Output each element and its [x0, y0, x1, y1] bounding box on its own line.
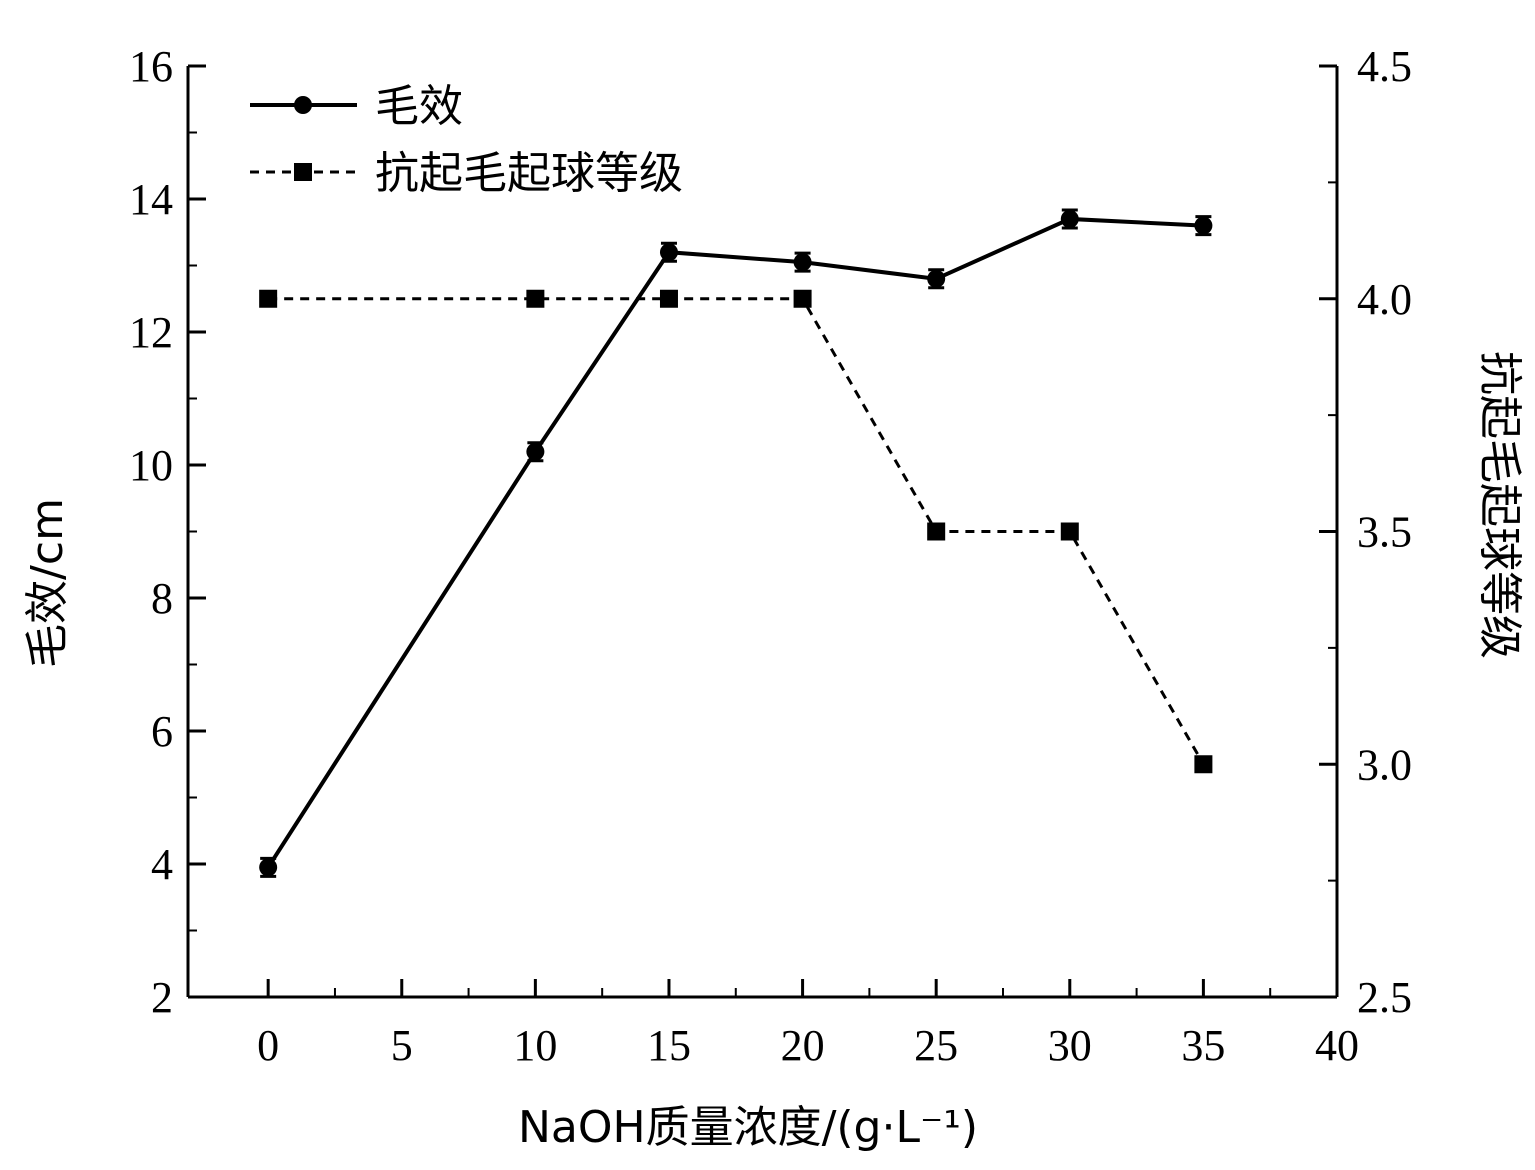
axes: 0 5 10 15 20 25 30 35 40 2 4 6 8 10 12 14 16 2.5 3.0 3.5 4.0…	[129, 42, 1412, 1070]
x-tick-label: 40	[1315, 1021, 1359, 1070]
x-tick-label: 15	[647, 1021, 691, 1070]
data-point-circle	[793, 253, 812, 272]
data-point-square	[1060, 522, 1079, 541]
y-tick-label: 6	[151, 707, 173, 756]
x-tick-label: 20	[781, 1021, 825, 1070]
legend-item-2: 抗起毛起球等级	[250, 148, 683, 199]
x-tick-label: 30	[1048, 1021, 1092, 1070]
y2-tick-label: 4.0	[1357, 275, 1412, 324]
y2-tick-label: 2.5	[1357, 973, 1412, 1022]
x-tick-label: 0	[257, 1021, 279, 1070]
x-tick-label: 25	[914, 1021, 958, 1070]
y-tick-label: 14	[129, 175, 173, 224]
y-axis-title: 毛效/cm	[22, 498, 73, 668]
x-tick-label: 35	[1181, 1021, 1225, 1070]
y2-tick-label: 3.5	[1357, 508, 1412, 557]
y-tick-label: 16	[129, 42, 173, 91]
y2-axis-title: 抗起毛起球等级	[1474, 351, 1525, 659]
legend-item-1: 毛效	[250, 81, 463, 132]
x-axis-title: NaOH质量浓度/(g·L⁻¹)	[518, 1102, 978, 1153]
y-tick-label: 10	[129, 441, 173, 490]
y-tick-label: 8	[151, 574, 173, 623]
data-point-circle	[1060, 209, 1079, 228]
data-point-square	[259, 289, 278, 308]
series-1	[259, 208, 1213, 878]
data-point-circle	[1194, 216, 1213, 235]
data-point-square	[927, 522, 946, 541]
data-point-circle	[526, 442, 545, 461]
data-point-square	[1194, 755, 1213, 774]
legend-label: 抗起毛起球等级	[375, 148, 683, 199]
series-1-line	[266, 216, 1204, 869]
legend-marker-square	[294, 163, 312, 181]
series-2	[259, 289, 1213, 774]
x-tick-label: 5	[391, 1021, 413, 1070]
data-point-square	[659, 289, 678, 308]
data-point-square	[526, 289, 545, 308]
x-tick-label: 10	[513, 1021, 557, 1070]
y-tick-label: 12	[129, 308, 173, 357]
data-point-circle	[259, 858, 278, 877]
y2-tick-label: 3.0	[1357, 740, 1412, 789]
data-point-square	[793, 289, 812, 308]
y2-tick-label: 4.5	[1357, 42, 1412, 91]
legend-marker-circle	[294, 96, 312, 114]
legend-label: 毛效	[375, 81, 463, 132]
y-tick-label: 2	[151, 973, 173, 1022]
data-point-circle	[659, 243, 678, 262]
series-layer	[259, 208, 1213, 878]
data-point-circle	[927, 269, 946, 288]
y-tick-label: 4	[151, 840, 173, 889]
